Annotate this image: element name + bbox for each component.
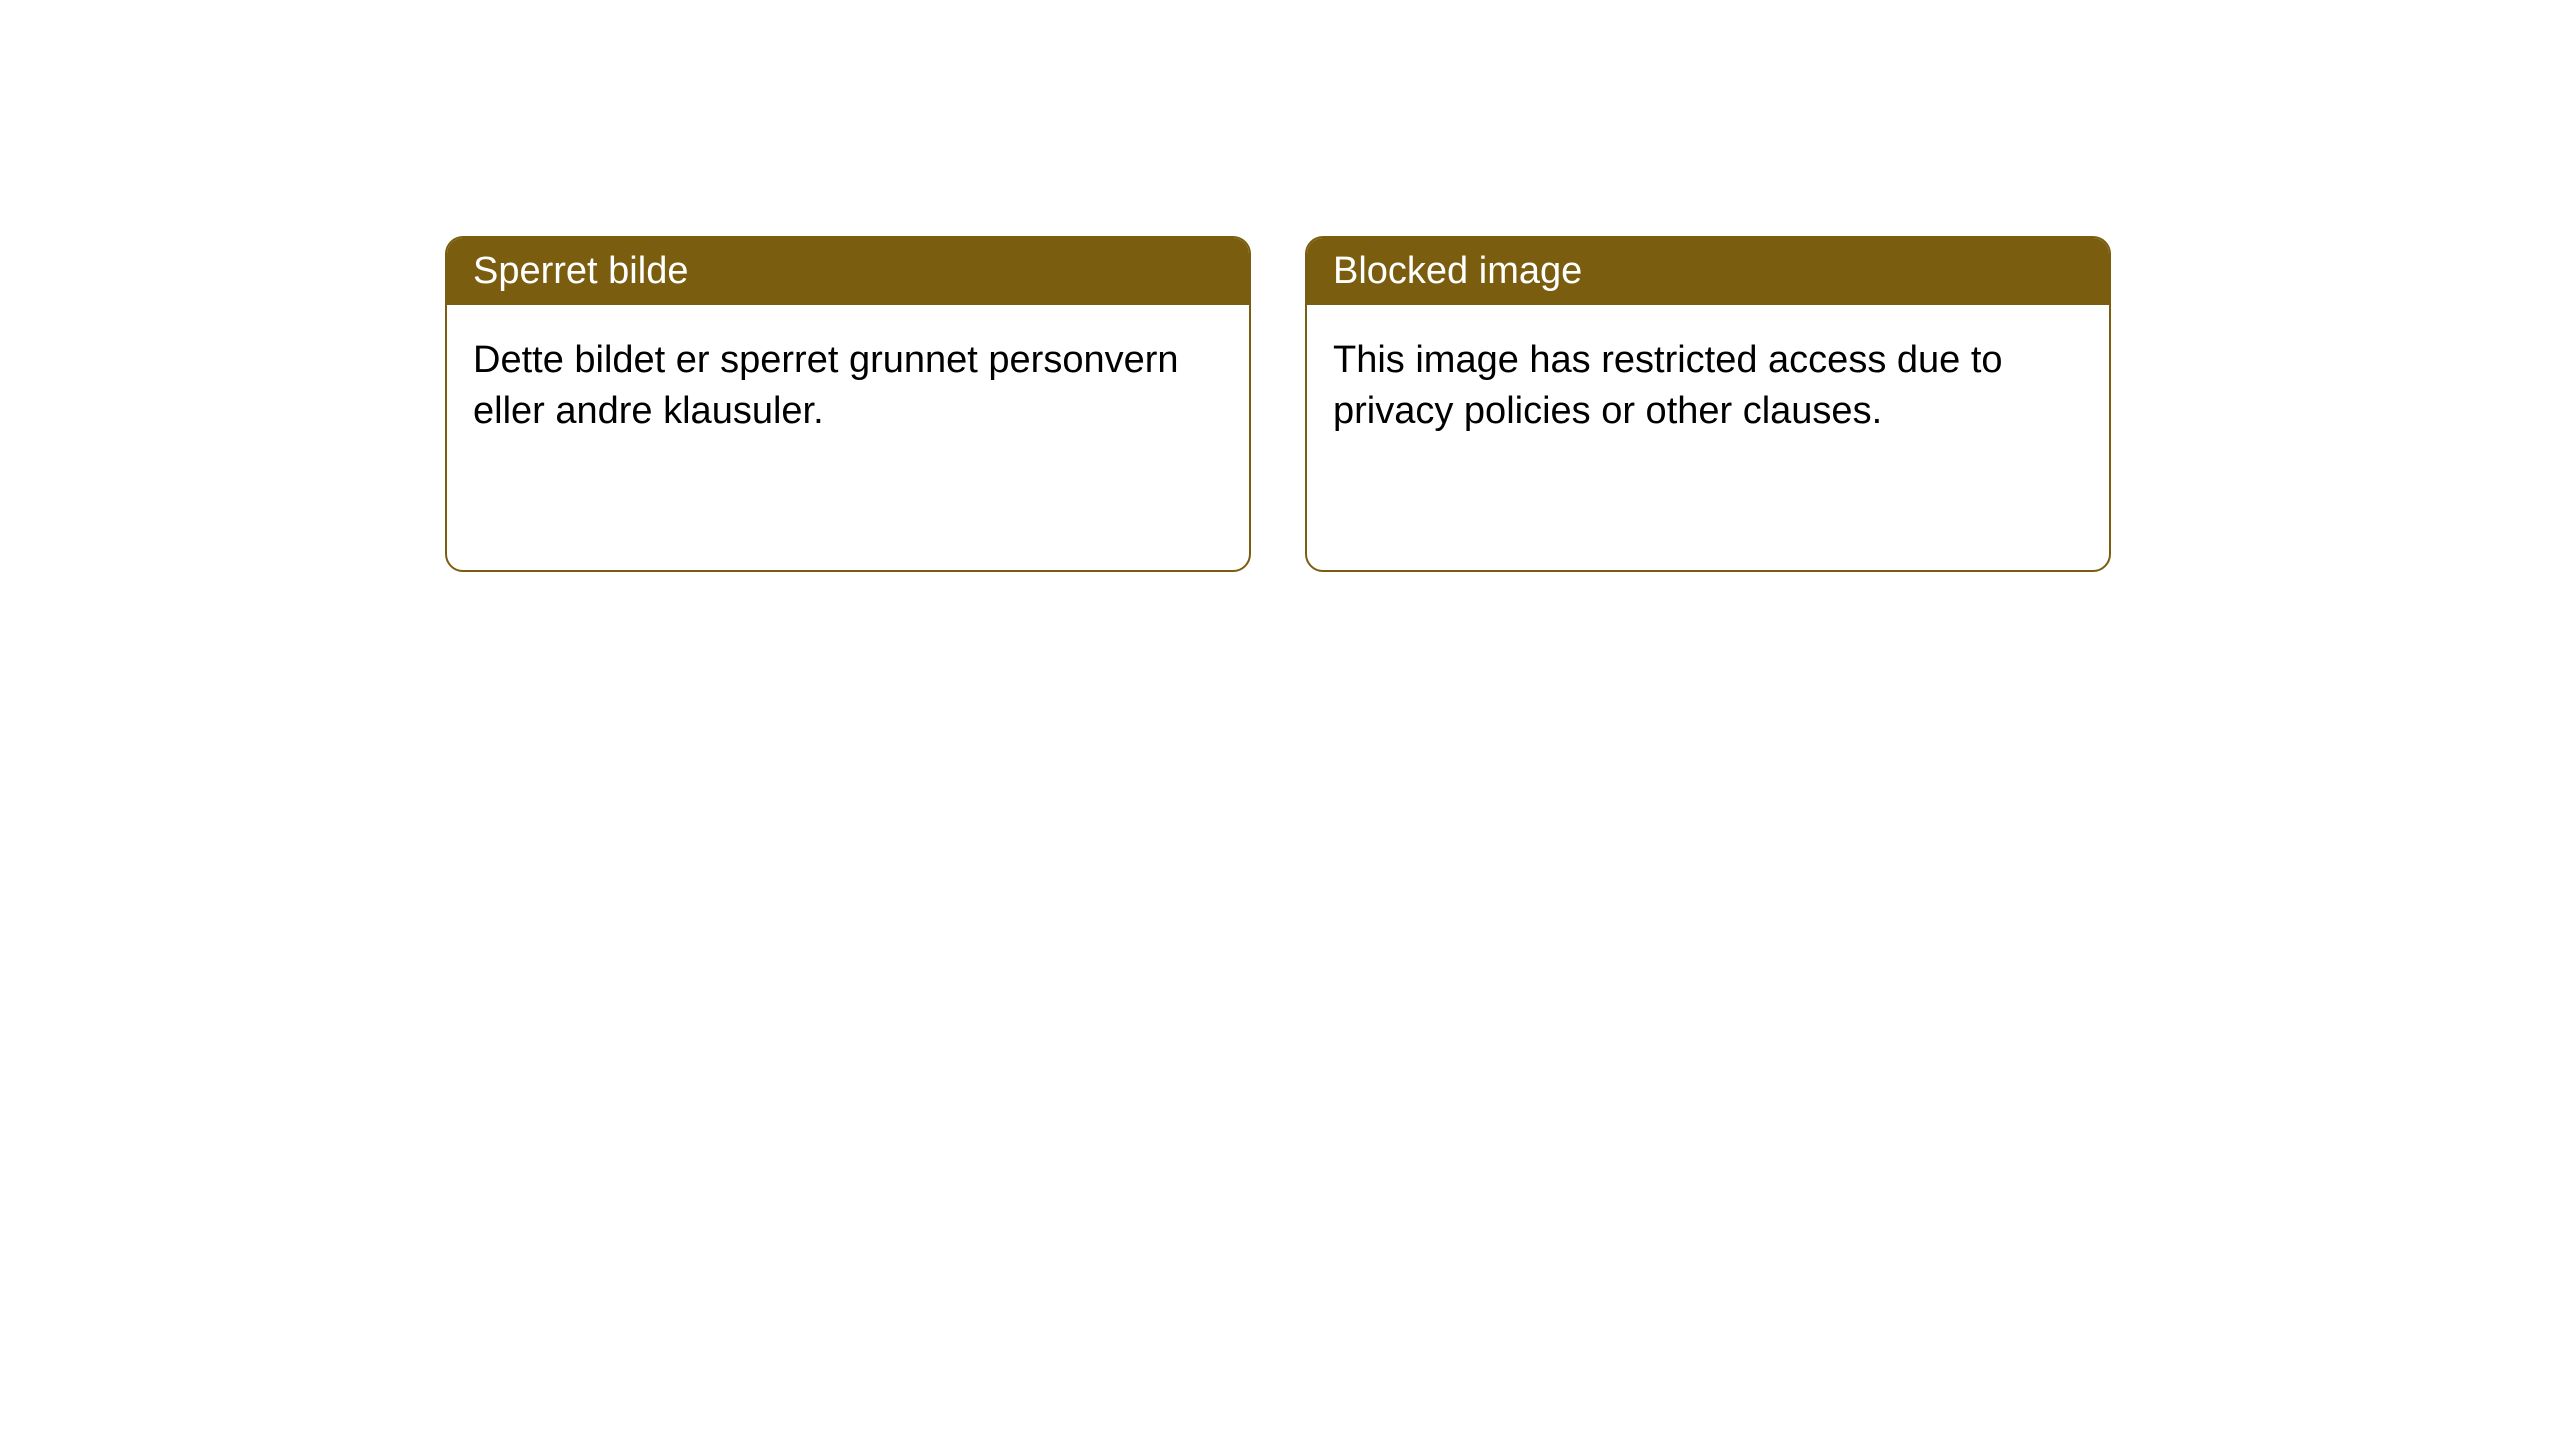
notice-body: Dette bildet er sperret grunnet personve… [447,305,1249,468]
notice-message: Dette bildet er sperret grunnet personve… [473,339,1179,432]
notice-body: This image has restricted access due to … [1307,305,2109,468]
notice-title: Blocked image [1333,250,1582,292]
notice-message: This image has restricted access due to … [1333,339,2003,432]
notice-container: Sperret bilde Dette bildet er sperret gr… [0,0,2560,572]
notice-header: Blocked image [1307,238,2109,305]
notice-card-english: Blocked image This image has restricted … [1305,236,2111,572]
notice-title: Sperret bilde [473,250,688,292]
notice-card-norwegian: Sperret bilde Dette bildet er sperret gr… [445,236,1251,572]
notice-header: Sperret bilde [447,238,1249,305]
